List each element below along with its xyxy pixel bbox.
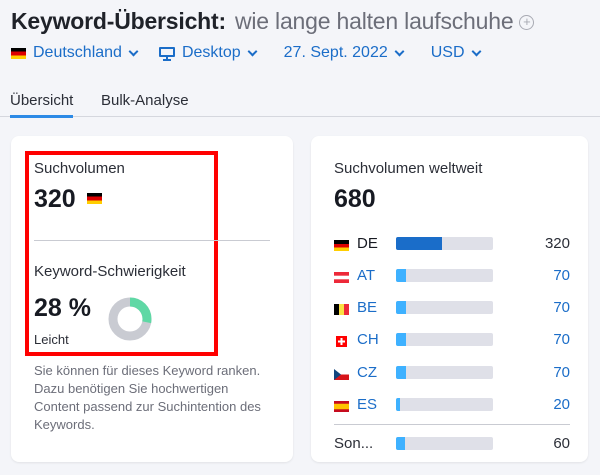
flag-de-icon: [11, 47, 26, 59]
country-row-at: AT 70: [334, 265, 570, 285]
flag-at-icon: [334, 270, 349, 283]
keyword-difficulty-value: 28 %: [34, 294, 91, 322]
country-volume[interactable]: 70: [553, 331, 570, 349]
search-volume-number: 320: [34, 185, 76, 213]
chevron-down-icon: [247, 46, 258, 56]
divider: [334, 424, 570, 425]
country-code[interactable]: CZ: [357, 363, 377, 381]
currency-label: USD: [430, 44, 465, 61]
volume-bar: [396, 236, 493, 250]
volume-bar-fill: [396, 365, 406, 379]
country-row-es: ES 20: [334, 395, 570, 415]
volume-bar-fill: [396, 268, 406, 282]
difficulty-hint-text: Sie können für dieses Keyword ranken. Da…: [34, 363, 261, 432]
search-volume-label: Suchvolumen: [34, 160, 125, 177]
country-row-de: DE 320: [334, 233, 570, 253]
country-code[interactable]: ES: [357, 396, 378, 413]
flag-de-icon: [334, 238, 349, 251]
volume-bar-fill: [396, 301, 406, 315]
search-volume-value: 320: [34, 185, 109, 214]
difficulty-donut-chart: [108, 297, 152, 341]
chevron-down-icon: [471, 46, 481, 56]
currency-dropdown[interactable]: USD: [430, 44, 481, 62]
tab-bar: Übersicht Bulk-Analyse: [0, 88, 600, 118]
flag-cz-icon: [334, 367, 349, 380]
volume-bar: [396, 333, 493, 347]
device-dropdown[interactable]: Desktop: [158, 44, 258, 62]
date-dropdown[interactable]: 27. Sept. 2022: [283, 44, 405, 62]
volume-bar: [396, 301, 493, 315]
country-row-ch: CH 70: [334, 330, 570, 350]
country-volume: 320: [544, 234, 570, 252]
country-dropdown[interactable]: Deutschland: [11, 44, 139, 62]
volume-bar: [396, 268, 493, 282]
volume-bar-fill: [396, 333, 406, 347]
chevron-down-icon: [394, 46, 405, 56]
country-code[interactable]: CH: [357, 331, 379, 349]
volume-bar: [396, 436, 493, 450]
country-code: DE: [357, 234, 378, 252]
country-row-cz: CZ 70: [334, 362, 570, 382]
country-row-other: Son... 60: [334, 433, 570, 453]
page-title-label: Keyword-Übersicht:: [11, 8, 226, 34]
global-volume-label: Suchvolumen weltweit: [334, 160, 483, 177]
volume-bar: [396, 365, 493, 379]
divider: [34, 240, 270, 241]
flag-be-icon: [334, 302, 349, 316]
volume-bar-fill: [396, 398, 400, 411]
plus-circle-icon[interactable]: +: [519, 15, 535, 30]
country-volume[interactable]: 70: [553, 363, 570, 381]
flag-ch-icon: [334, 334, 349, 348]
other-label: Son...: [334, 434, 374, 452]
volume-bar: [396, 398, 493, 411]
device-label: Desktop: [181, 44, 241, 61]
flag-es-icon: [334, 399, 349, 412]
tab-bulk-analysis[interactable]: Bulk-Analyse: [101, 92, 189, 109]
monitor-icon: [158, 46, 175, 61]
tab-overview[interactable]: Übersicht: [10, 92, 74, 118]
country-volume[interactable]: 70: [553, 299, 570, 317]
difficulty-rating: Leicht: [34, 332, 69, 347]
volume-bar-fill: [396, 436, 405, 450]
highlight-box: [25, 151, 218, 356]
country-row-be: BE 70: [334, 298, 570, 318]
other-value: 60: [553, 434, 570, 452]
global-volume-value: 680: [334, 185, 376, 213]
filter-bar: Deutschland Desktop 27. Sept. 2022 USD: [11, 44, 502, 62]
date-label: 27. Sept. 2022: [283, 44, 388, 61]
chevron-down-icon: [128, 46, 139, 56]
country-volume[interactable]: 20: [553, 396, 570, 413]
country-label: Deutschland: [33, 44, 122, 61]
country-code[interactable]: BE: [357, 299, 378, 317]
volume-bar-fill: [396, 236, 442, 250]
flag-de-icon: [86, 192, 102, 204]
keyword-text: wie lange halten laufschuhe: [234, 8, 514, 34]
volume-difficulty-card: [11, 136, 293, 462]
country-volume[interactable]: 70: [553, 266, 570, 284]
country-code[interactable]: AT: [357, 266, 376, 284]
page-title: Keyword-Übersicht: wie lange halten lauf…: [11, 8, 535, 35]
keyword-difficulty-label: Keyword-Schwierigkeit: [34, 263, 186, 280]
